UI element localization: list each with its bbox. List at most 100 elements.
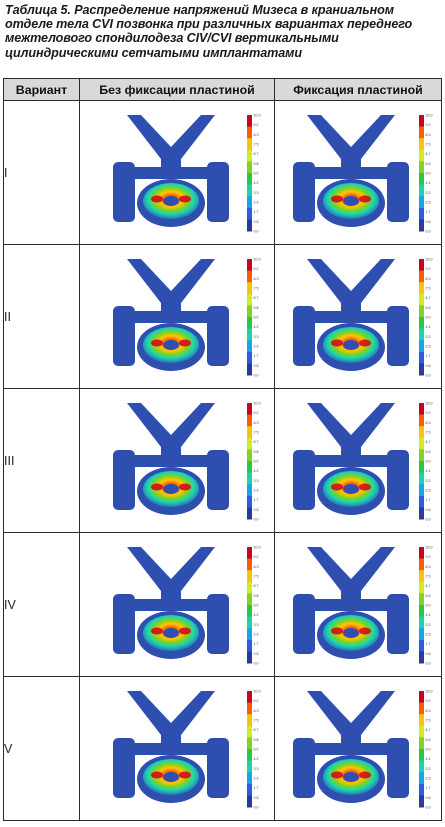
colorbar-tick-label: 2.5 (254, 488, 259, 492)
colorbar-tick-label: 8.3 (426, 708, 431, 712)
colorbar-segment (419, 592, 424, 605)
colorbar-segment (247, 149, 252, 162)
colorbar-segment (419, 569, 424, 582)
colorbar-tick-label: 10.0 (426, 545, 433, 549)
colorbar-tick-label: 9.2 (426, 411, 431, 415)
colorbar-tick-label: 5.0 (254, 747, 259, 751)
colorbar-tick-label: 6.7 (254, 584, 259, 588)
vertebra-shape (113, 546, 229, 659)
colorbar-tick-label: 0.0 (254, 805, 259, 809)
colorbar-segment (419, 172, 424, 185)
header-no-plate: Без фиксации пластиной (79, 78, 275, 101)
table-caption: Таблица 5. Распределение напряжений Мизе… (5, 3, 413, 60)
colorbar-tick-label: 6.7 (254, 152, 259, 156)
variant-label: IV (3, 532, 80, 677)
colorbar-segment (419, 149, 424, 162)
colorbar-segment (419, 114, 424, 127)
table-row: IV 10.0 9.2 8.3 7.5 6.7 5.8 5.0 4.2 3.3 2.5 1.7 0.8… (3, 532, 442, 677)
colorbar-segment (247, 472, 252, 485)
colorbar-tick-label: 7.5 (254, 718, 259, 722)
colorbar-tick-label: 3.3 (426, 190, 431, 194)
colorbar-segment (419, 218, 424, 231)
vertebra-stress-model: 10.0 9.2 8.3 7.5 6.7 5.8 5.0 4.2 3.3 2.5 1.7 0.8 0.0 (293, 545, 433, 665)
colorbar-segment (419, 616, 424, 629)
colorbar-tick-label: 4.2 (426, 325, 431, 329)
table-row: I 10.0 9.2 8.3 7.5 6.7 5.8 5.0 4.2 3.3 2.5 1.7 0.8 0… (3, 100, 442, 245)
colorbar-segment (419, 725, 424, 738)
colorbar-segment (247, 114, 252, 127)
colorbar-tick-label: 7.5 (426, 286, 431, 290)
colorbar-tick-label: 4.2 (426, 757, 431, 761)
colorbar-segment (419, 137, 424, 150)
colorbar-segment (247, 771, 252, 784)
colorbar-segment (419, 437, 424, 450)
colorbar-segment (247, 650, 252, 663)
fem-image-plate: 10.0 9.2 8.3 7.5 6.7 5.8 5.0 4.2 3.3 2.5 1.7 0.8 0.0 (274, 100, 442, 245)
colorbar-tick-label: 8.3 (426, 564, 431, 568)
colorbar-tick-label: 5.0 (426, 315, 431, 319)
colorbar-tick-label: 5.8 (254, 161, 259, 165)
colorbar-tick-label: 6.7 (426, 440, 431, 444)
colorbar-segment (247, 448, 252, 461)
colorbar-tick-label: 1.7 (254, 498, 259, 502)
colorbar-segment (247, 736, 252, 749)
colorbar-tick-label: 4.2 (426, 469, 431, 473)
colorbar-tick-label: 10.0 (254, 545, 261, 549)
vertebra-stress-model: 10.0 9.2 8.3 7.5 6.7 5.8 5.0 4.2 3.3 2.5 1.7 0.8 0.0 (293, 401, 433, 521)
stress-table: Вариант Без фиксации пластиной Фиксация … (3, 78, 442, 821)
vertebra-shape (113, 114, 229, 227)
colorbar-segment (419, 195, 424, 208)
colorbar-segment (419, 546, 424, 559)
colorbar-segment (247, 258, 252, 271)
colorbar-segment (419, 351, 424, 364)
colorbar-tick-label: 10.0 (254, 113, 261, 117)
table-row: II 10.0 9.2 8.3 7.5 6.7 5.8 5.0 4.2 3.3 2.5 1.7 0.8… (3, 244, 442, 389)
colorbar-tick-label: 4.2 (426, 613, 431, 617)
colorbar-tick-label: 7.5 (426, 142, 431, 146)
colorbar-segment (247, 425, 252, 438)
stress-colorbar: 10.0 9.2 8.3 7.5 6.7 5.8 5.0 4.2 3.3 2.5 1.7 0.8 0.0 (247, 545, 261, 665)
vertebra-shape (113, 402, 229, 515)
colorbar-tick-label: 6.7 (254, 728, 259, 732)
variant-label: II (3, 244, 80, 389)
colorbar-tick-label: 0.8 (426, 651, 431, 655)
colorbar-tick-label: 0.8 (426, 795, 431, 799)
colorbar-tick-label: 8.3 (254, 708, 259, 712)
colorbar-segment (419, 736, 424, 749)
table-header-row: Вариант Без фиксации пластиной Фиксация … (3, 78, 442, 101)
colorbar-segment (247, 592, 252, 605)
colorbar-segment (247, 339, 252, 352)
colorbar-segment (419, 207, 424, 220)
colorbar-segment (247, 725, 252, 738)
colorbar-tick-label: 7.5 (254, 142, 259, 146)
colorbar-tick-label: 3.3 (426, 334, 431, 338)
colorbar-tick-label: 10.0 (254, 689, 261, 693)
colorbar-tick-label: 2.5 (254, 776, 259, 780)
colorbar-tick-label: 4.2 (254, 469, 259, 473)
colorbar-segment (247, 351, 252, 364)
fem-image-no-plate: 10.0 9.2 8.3 7.5 6.7 5.8 5.0 4.2 3.3 2.5 1.7 0.8 0.0 (79, 100, 275, 245)
colorbar-segment (247, 316, 252, 329)
colorbar-segment (419, 316, 424, 329)
colorbar-tick-label: 5.0 (254, 315, 259, 319)
colorbar-tick-label: 0.0 (254, 661, 259, 665)
colorbar-tick-label: 8.3 (426, 420, 431, 424)
colorbar-segment (247, 126, 252, 139)
colorbar-tick-label: 8.3 (254, 564, 259, 568)
vertebra-stress-model: 10.0 9.2 8.3 7.5 6.7 5.8 5.0 4.2 3.3 2.5 1.7 0.8 0.0 (113, 689, 261, 809)
colorbar-segment (247, 506, 252, 519)
vertebra-stress-model: 10.0 9.2 8.3 7.5 6.7 5.8 5.0 4.2 3.3 2.5 1.7 0.8 0.0 (113, 545, 261, 665)
colorbar-tick-label: 1.7 (254, 354, 259, 358)
colorbar-segment (247, 402, 252, 415)
colorbar-segment (419, 650, 424, 663)
colorbar-tick-label: 3.3 (254, 478, 259, 482)
colorbar-segment (419, 794, 424, 807)
colorbar-segment (247, 172, 252, 185)
colorbar-tick-label: 4.2 (254, 181, 259, 185)
table-row: V 10.0 9.2 8.3 7.5 6.7 5.8 5.0 4.2 3.3 2.5 1.7 0.8 0… (3, 676, 442, 821)
colorbar-tick-label: 2.5 (426, 776, 431, 780)
vertebra-stress-model: 10.0 9.2 8.3 7.5 6.7 5.8 5.0 4.2 3.3 2.5 1.7 0.8 0.0 (113, 401, 261, 521)
colorbar-tick-label: 1.7 (426, 354, 431, 358)
colorbar-tick-label: 9.2 (254, 555, 259, 559)
colorbar-segment (419, 281, 424, 294)
